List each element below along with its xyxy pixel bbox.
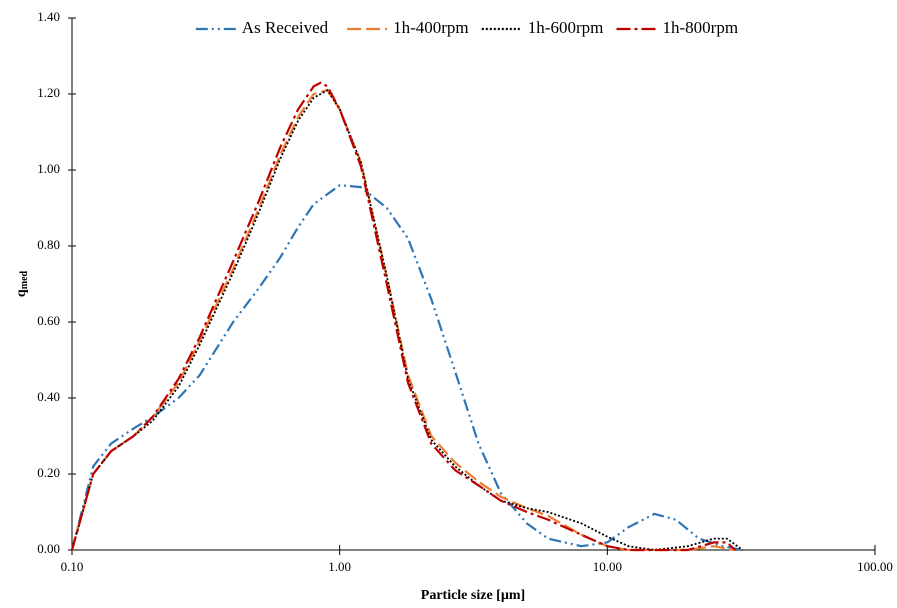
legend-label: 1h-400rpm	[393, 18, 469, 37]
legend-label: 1h-800rpm	[663, 18, 739, 37]
y-axis-title-main: q	[14, 289, 29, 297]
x-tick-label: 100.00	[857, 559, 893, 574]
x-tick-label: 0.10	[61, 559, 84, 574]
legend-label: 1h-600rpm	[528, 18, 604, 37]
legend-label: As Received	[242, 18, 329, 37]
y-tick-label: 1.20	[37, 85, 60, 100]
x-tick-label: 10.00	[593, 559, 622, 574]
y-tick-label: 0.40	[37, 389, 60, 404]
y-axis-title-sub: med	[19, 271, 30, 290]
x-tick-label: 1.00	[328, 559, 351, 574]
legend: As Received 1h-400rpm 1h-600rpm 1h-800rpm	[195, 18, 739, 37]
y-tick-label: 0.00	[37, 541, 60, 556]
y-tick-label: 0.80	[37, 237, 60, 252]
y-axis-title: qmed	[14, 271, 30, 298]
y-tick-label: 1.40	[37, 9, 60, 24]
series-line	[70, 184, 743, 552]
y-tick-label: 1.00	[37, 161, 60, 176]
y-tick-label: 0.60	[37, 313, 60, 328]
series-line	[70, 81, 736, 552]
y-tick-label: 0.20	[37, 465, 60, 480]
series-line	[71, 89, 744, 551]
series-line	[70, 89, 736, 552]
x-axis-title: Particle size [µm]	[421, 588, 525, 603]
